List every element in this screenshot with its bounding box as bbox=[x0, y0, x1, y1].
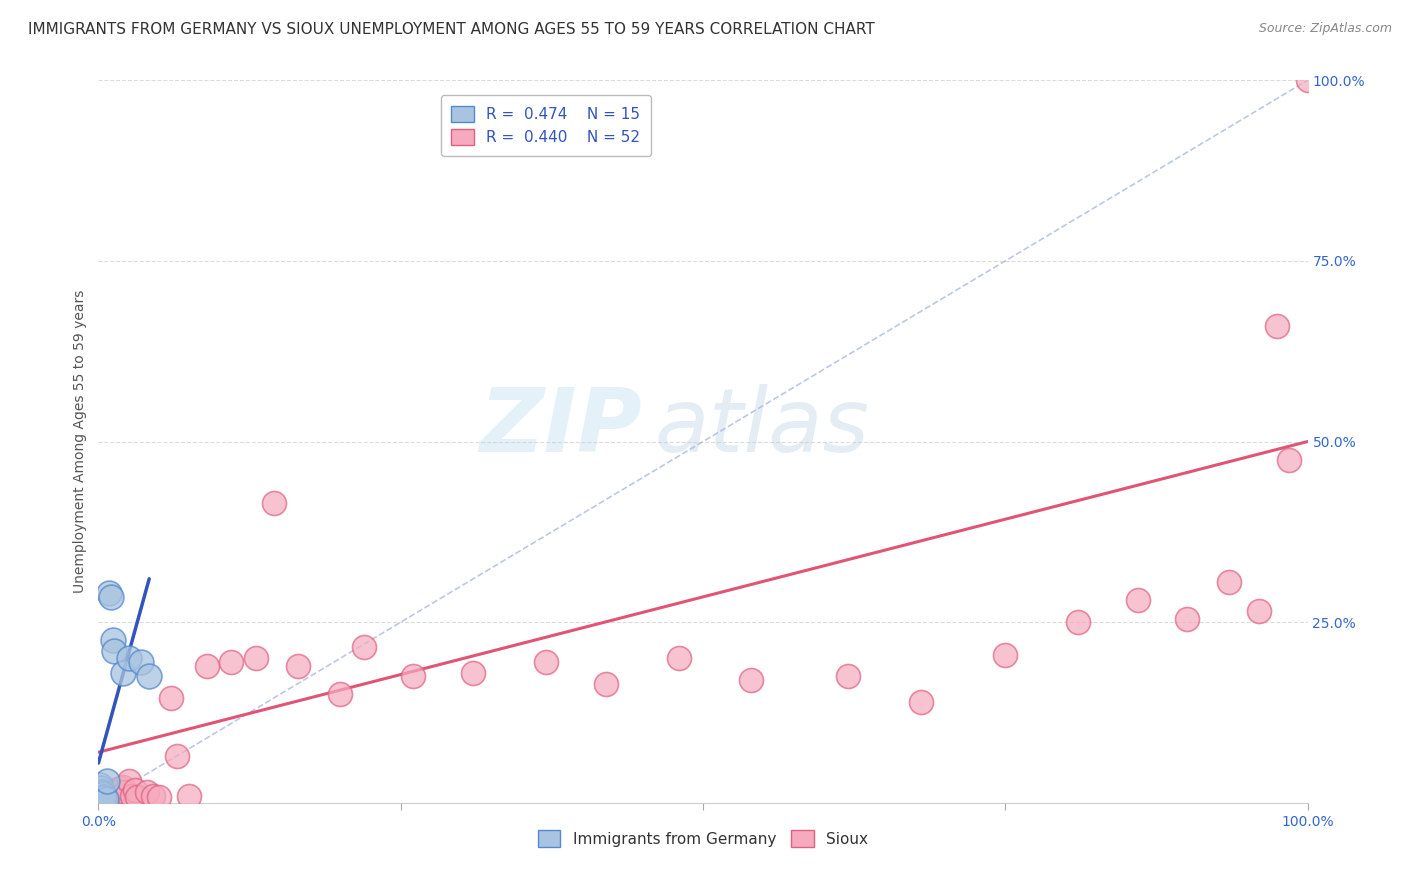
Point bbox=[910, 695, 932, 709]
Point bbox=[100, 590, 122, 604]
Point bbox=[127, 790, 149, 805]
Point bbox=[97, 792, 120, 806]
Point bbox=[91, 787, 114, 801]
Point bbox=[118, 651, 141, 665]
Point bbox=[353, 640, 375, 655]
Point bbox=[100, 787, 122, 801]
Point bbox=[142, 789, 165, 803]
Point bbox=[105, 789, 128, 803]
Point bbox=[1249, 604, 1271, 618]
Point bbox=[103, 644, 125, 658]
Point bbox=[135, 785, 157, 799]
Point bbox=[101, 633, 124, 648]
Point bbox=[1175, 611, 1198, 625]
Point bbox=[100, 789, 122, 803]
Point bbox=[179, 789, 201, 803]
Point bbox=[129, 655, 152, 669]
Point bbox=[101, 790, 124, 805]
Point bbox=[103, 782, 125, 797]
Point bbox=[148, 790, 170, 805]
Point bbox=[91, 785, 114, 799]
Point bbox=[287, 658, 309, 673]
Legend: Immigrants from Germany, Sioux: Immigrants from Germany, Sioux bbox=[531, 824, 875, 853]
Y-axis label: Unemployment Among Ages 55 to 59 years: Unemployment Among Ages 55 to 59 years bbox=[73, 290, 87, 593]
Point bbox=[595, 676, 617, 690]
Point bbox=[195, 658, 218, 673]
Text: IMMIGRANTS FROM GERMANY VS SIOUX UNEMPLOYMENT AMONG AGES 55 TO 59 YEARS CORRELAT: IMMIGRANTS FROM GERMANY VS SIOUX UNEMPLO… bbox=[28, 22, 875, 37]
Point bbox=[329, 687, 352, 701]
Point bbox=[90, 790, 112, 805]
Point bbox=[111, 780, 134, 794]
Point bbox=[98, 785, 121, 799]
Point bbox=[111, 665, 134, 680]
Point bbox=[93, 790, 115, 805]
Point bbox=[1296, 73, 1319, 87]
Point bbox=[160, 691, 183, 706]
Point bbox=[91, 789, 114, 803]
Point bbox=[166, 748, 188, 763]
Text: atlas: atlas bbox=[655, 384, 869, 470]
Point bbox=[96, 774, 118, 789]
Point bbox=[1267, 318, 1289, 333]
Point bbox=[994, 648, 1017, 662]
Text: ZIP: ZIP bbox=[479, 384, 643, 471]
Point bbox=[96, 789, 118, 803]
Point bbox=[94, 792, 117, 806]
Point bbox=[1278, 452, 1301, 467]
Point bbox=[121, 789, 143, 803]
Point bbox=[1128, 593, 1150, 607]
Point bbox=[245, 651, 267, 665]
Point bbox=[93, 790, 115, 805]
Point bbox=[668, 651, 690, 665]
Point bbox=[463, 665, 485, 680]
Point bbox=[1067, 615, 1090, 630]
Point bbox=[98, 586, 121, 600]
Point bbox=[89, 792, 111, 806]
Point bbox=[118, 774, 141, 789]
Point bbox=[740, 673, 762, 687]
Point bbox=[138, 669, 160, 683]
Point bbox=[1218, 575, 1240, 590]
Point bbox=[89, 778, 111, 792]
Point bbox=[91, 787, 114, 801]
Point bbox=[402, 669, 425, 683]
Point bbox=[221, 655, 243, 669]
Point bbox=[108, 781, 131, 796]
Point bbox=[263, 496, 285, 510]
Point bbox=[94, 785, 117, 799]
Point bbox=[837, 669, 859, 683]
Point bbox=[107, 792, 129, 806]
Point bbox=[114, 785, 136, 799]
Text: Source: ZipAtlas.com: Source: ZipAtlas.com bbox=[1258, 22, 1392, 36]
Point bbox=[90, 781, 112, 796]
Point bbox=[124, 782, 146, 797]
Point bbox=[534, 655, 557, 669]
